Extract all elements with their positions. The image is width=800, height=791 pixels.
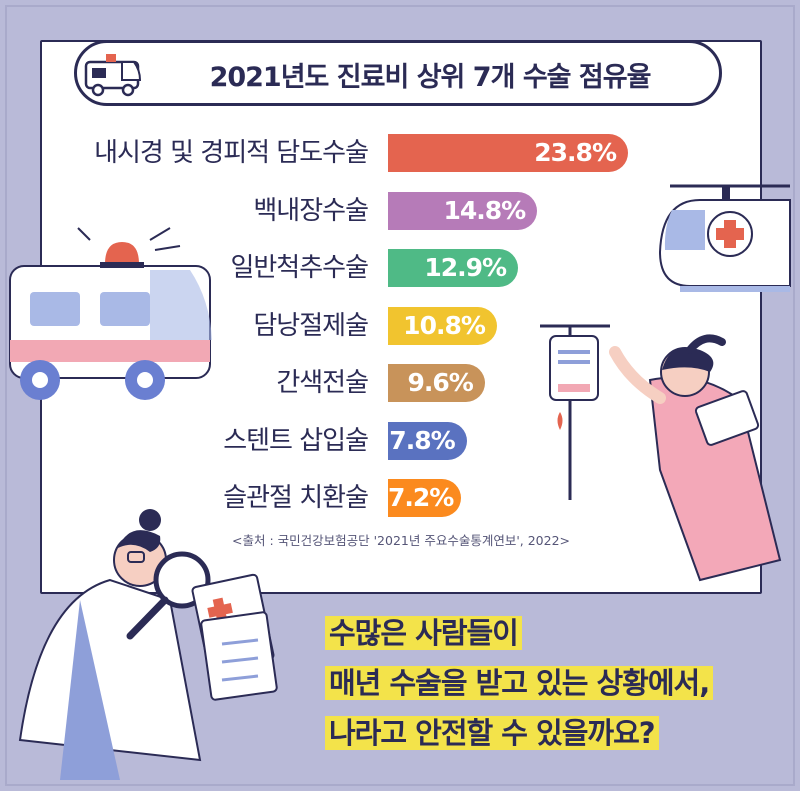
question-line-1: 수많은 사람들이 <box>325 614 522 652</box>
ambulance-illustration <box>9 227 212 400</box>
bar-value-label: 14.8% <box>443 195 527 225</box>
bar <box>388 191 538 230</box>
bar-value-label: 9.6% <box>407 368 473 397</box>
category-label: 일반척추수술 <box>230 253 369 283</box>
bar <box>388 306 497 345</box>
category-label: 내시경 및 경피적 담도수술 <box>94 138 369 168</box>
bar-value-label: 7.8% <box>389 425 455 455</box>
bar-value-label: 10.8% <box>403 310 486 340</box>
source-note: <출처 : 국민건강보험공단 '2021년 주요수술통계연보', 2022> <box>232 533 570 548</box>
chart-title: 2021년도 진료비 상위 7개 수술 점유율 <box>209 61 652 93</box>
iv-stand-illustration <box>540 324 610 500</box>
title-pill <box>74 40 722 106</box>
bar <box>388 479 461 517</box>
bar <box>388 421 467 460</box>
category-label: 담낭절제술 <box>253 310 369 341</box>
category-label: 스텐트 삽입술 <box>223 425 369 456</box>
bar <box>388 249 519 287</box>
doctor-with-magnifier-illustration <box>18 509 278 780</box>
bar <box>388 134 628 172</box>
bar-value-label: 12.9% <box>424 253 507 282</box>
question-line-2: 매년 수술을 받고 있는 상황에서, <box>325 664 714 702</box>
category-label: 슬관절 치환술 <box>223 483 369 513</box>
helicopter-illustration <box>658 184 791 292</box>
bar-value-label: 7.2% <box>388 483 454 512</box>
question-line-3: 나라고 안전할 수 있을까요? <box>325 714 659 752</box>
bar-value-label: 23.8% <box>534 138 617 167</box>
bar <box>388 364 485 402</box>
nurse-with-iv-illustration <box>609 334 782 582</box>
category-label: 간색전술 <box>276 368 369 398</box>
ambulance-icon <box>84 54 142 97</box>
category-label: 백내장수술 <box>253 195 369 226</box>
